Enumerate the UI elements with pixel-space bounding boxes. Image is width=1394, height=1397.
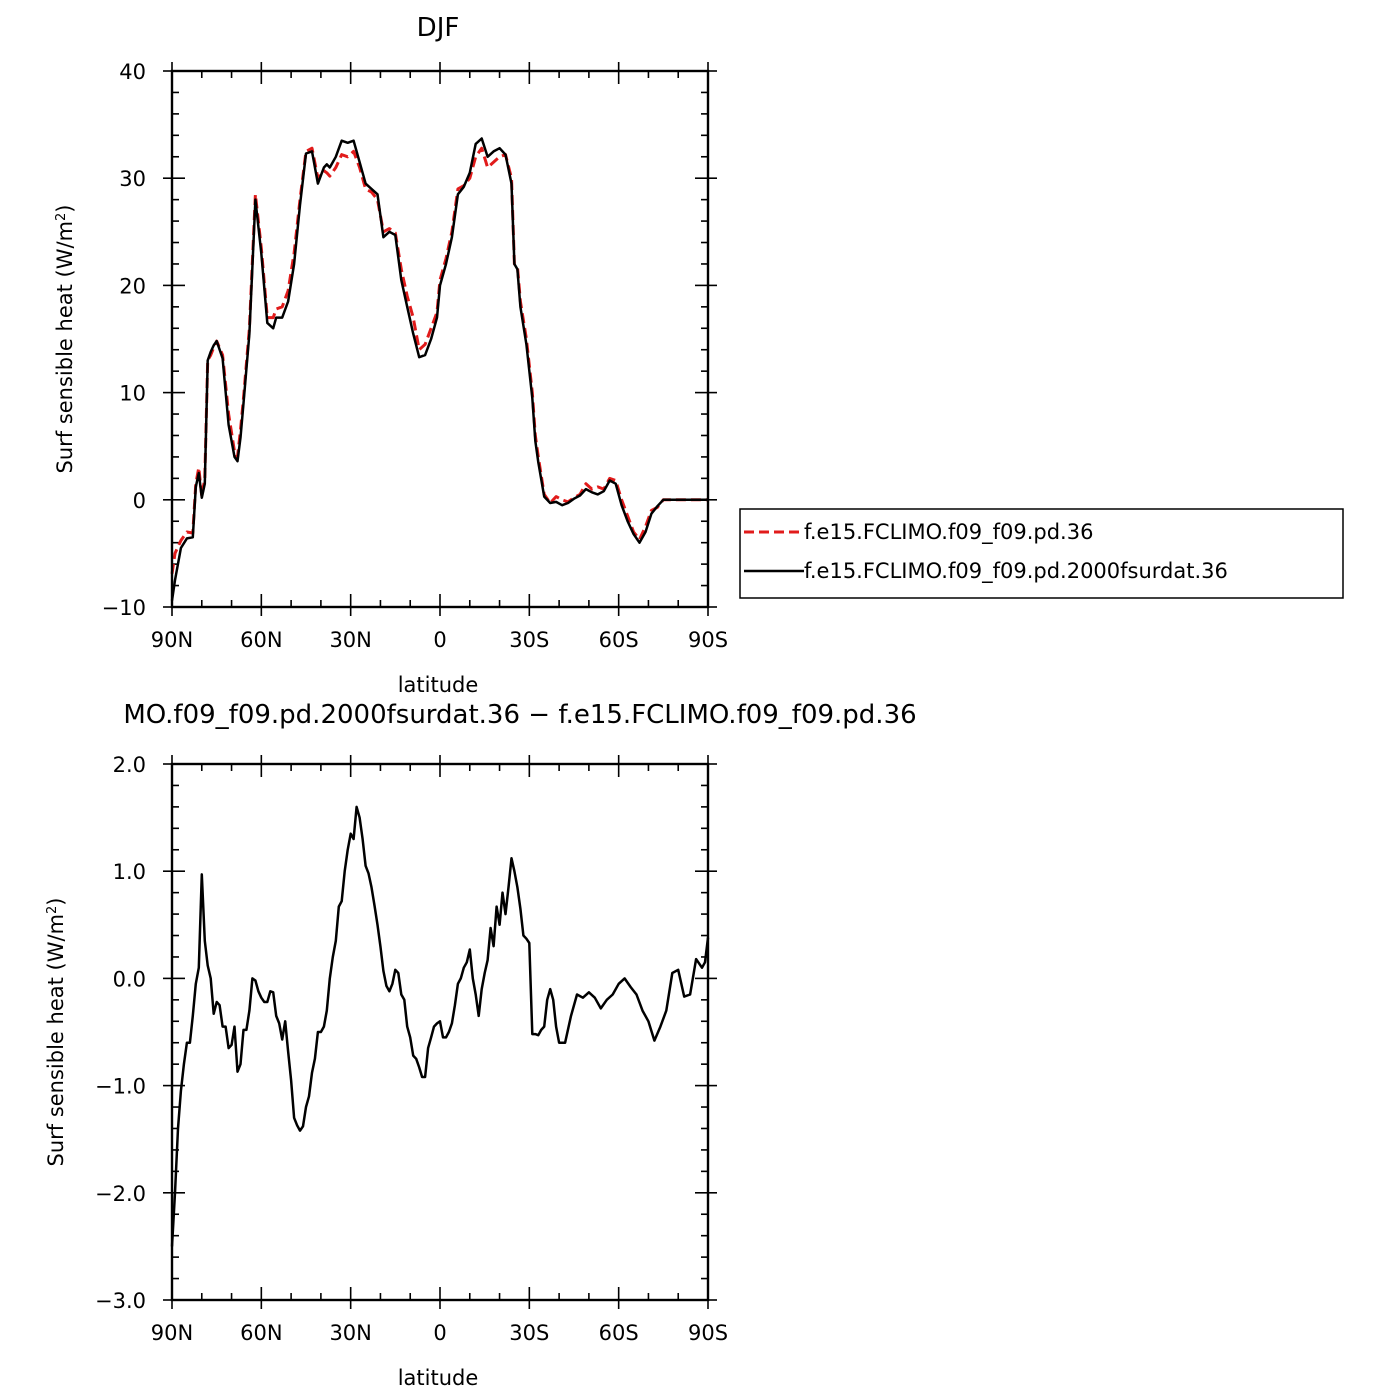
- legend: f.e15.FCLIMO.f09_f09.pd.36 f.e15.FCLIMO.…: [739, 508, 1344, 599]
- y-tick-label: −3.0: [95, 1289, 146, 1313]
- y-tick-label: −1.0: [95, 1075, 146, 1099]
- legend-label-control: f.e15.FCLIMO.f09_f09.pd.36: [804, 520, 1093, 545]
- y-tick-label: −2.0: [95, 1182, 146, 1206]
- panel1-series: [170, 137, 708, 601]
- panel2-frame: [170, 762, 710, 1302]
- panel2-tick-labels: 90N 60N 30N 0 30S 60S 90S −3.0 −2.0 −1.0 0.0 1.0 2.0: [95, 753, 728, 1345]
- panel2-ticks: [163, 755, 717, 1309]
- y-tick-label: 1.0: [113, 860, 146, 884]
- x-tick-label: 90S: [688, 1321, 728, 1345]
- x-tick-label: 30S: [509, 1321, 549, 1345]
- x-tick-label: 0: [433, 628, 446, 652]
- panel1-ylabel: Surf sensible heat (W/m2): [53, 204, 77, 473]
- panel2-ylabel: Surf sensible heat (W/m2): [44, 897, 68, 1166]
- panel1-title: DJF: [417, 13, 460, 43]
- x-tick-label: 0: [433, 1321, 446, 1345]
- x-tick-label: 60S: [599, 628, 639, 652]
- y-tick-label: 40: [119, 60, 146, 84]
- x-tick-label: 60N: [240, 628, 282, 652]
- y-tick-label: −10: [102, 596, 146, 620]
- panel1-xlabel: latitude: [398, 673, 479, 697]
- y-tick-label: 2.0: [113, 753, 146, 777]
- panel2-title: MO.f09_f09.pd.2000fsurdat.36 − f.e15.FCL…: [123, 700, 916, 730]
- x-tick-label: 30N: [329, 1321, 371, 1345]
- x-tick-label: 90N: [151, 1321, 193, 1345]
- panel-djf: DJF 90N 60N 30N 0 30S 60S 90S −10 0 10 20 30 40 lati…: [53, 13, 1344, 697]
- panel1-frame: [170, 69, 710, 609]
- series-line-0: [170, 805, 710, 1247]
- panel-difference: MO.f09_f09.pd.2000fsurdat.36 − f.e15.FCL…: [44, 700, 917, 1390]
- y-tick-label: 30: [119, 167, 146, 191]
- x-tick-label: 30S: [509, 628, 549, 652]
- x-tick-label: 60S: [599, 1321, 639, 1345]
- x-tick-label: 60N: [240, 1321, 282, 1345]
- panel1-tick-labels: 90N 60N 30N 0 30S 60S 90S −10 0 10 20 30 40: [102, 60, 728, 652]
- y-tick-label: 0: [133, 489, 146, 513]
- x-tick-label: 90N: [151, 628, 193, 652]
- legend-box: [739, 508, 1344, 599]
- series-line-1: [170, 137, 708, 601]
- x-tick-label: 30N: [329, 628, 371, 652]
- x-tick-label: 90S: [688, 628, 728, 652]
- y-tick-label: 0.0: [113, 967, 146, 991]
- panel2-xlabel: latitude: [398, 1366, 479, 1390]
- y-tick-label: 10: [119, 382, 146, 406]
- panel2-series: [170, 805, 710, 1247]
- y-tick-label: 20: [119, 274, 146, 298]
- series-line-0: [170, 146, 708, 575]
- legend-label-test: f.e15.FCLIMO.f09_f09.pd.2000fsurdat.36: [804, 559, 1228, 584]
